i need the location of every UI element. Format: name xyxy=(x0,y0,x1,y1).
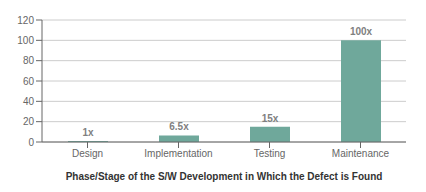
svg-text:Testing: Testing xyxy=(254,148,286,159)
svg-text:120: 120 xyxy=(17,15,34,26)
svg-text:15x: 15x xyxy=(262,113,279,124)
svg-text:100: 100 xyxy=(17,35,34,46)
svg-text:1x: 1x xyxy=(82,127,94,138)
svg-text:0: 0 xyxy=(28,137,34,148)
svg-text:Maintenance: Maintenance xyxy=(332,148,390,159)
svg-text:Implementation: Implementation xyxy=(144,148,212,159)
svg-text:40: 40 xyxy=(23,96,35,107)
svg-text:80: 80 xyxy=(23,55,35,66)
svg-text:Design: Design xyxy=(72,148,103,159)
svg-text:100x: 100x xyxy=(350,26,373,37)
svg-text:20: 20 xyxy=(23,116,35,127)
svg-text:60: 60 xyxy=(23,76,35,87)
svg-text:Phase/Stage of the S/W Develop: Phase/Stage of the S/W Development in Wh… xyxy=(66,171,383,182)
svg-text:6.5x: 6.5x xyxy=(169,121,189,132)
